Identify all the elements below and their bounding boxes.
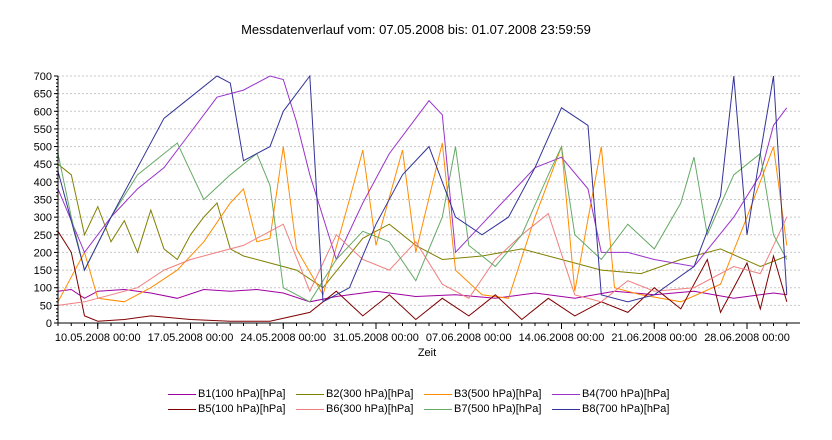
legend-item: B6(300 hPa)[hPa] bbox=[296, 403, 424, 415]
legend-item: B1(100 hPa)[hPa] bbox=[168, 388, 296, 400]
series-lines bbox=[57, 74, 788, 322]
legend-swatch bbox=[296, 408, 324, 410]
legend-swatch bbox=[552, 408, 580, 410]
y-tick-label: 650 bbox=[34, 89, 52, 101]
y-tick-label: 100 bbox=[34, 283, 52, 295]
y-tick-label: 150 bbox=[34, 265, 52, 277]
legend-swatch bbox=[424, 408, 452, 410]
legend-item: B2(300 hPa)[hPa] bbox=[296, 388, 424, 400]
legend-item: B3(500 hPa)[hPa] bbox=[424, 388, 552, 400]
x-tick-label: 24.05.2008 00:00 bbox=[240, 332, 326, 344]
y-tick-label: 300 bbox=[34, 212, 52, 224]
series-line bbox=[57, 74, 788, 303]
legend-label: B3(500 hPa)[hPa] bbox=[454, 388, 542, 400]
legend-label: B2(300 hPa)[hPa] bbox=[326, 388, 414, 400]
legend-swatch bbox=[424, 393, 452, 395]
legend-swatch bbox=[296, 393, 324, 395]
y-tick-label: 50 bbox=[40, 300, 52, 312]
legend-label: B6(300 hPa)[hPa] bbox=[326, 403, 414, 415]
legend-swatch bbox=[552, 393, 580, 395]
x-tick-label: 07.06.2008 00:00 bbox=[426, 332, 512, 344]
y-tick-label: 400 bbox=[34, 177, 52, 189]
legend-swatch bbox=[168, 393, 196, 395]
y-tick-label: 200 bbox=[34, 247, 52, 259]
x-tick-label: 10.05.2008 00:00 bbox=[55, 332, 141, 344]
legend-item: B7(500 hPa)[hPa] bbox=[424, 403, 552, 415]
x-tick-label: 21.06.2008 00:00 bbox=[611, 332, 697, 344]
series-line bbox=[57, 212, 788, 306]
legend: B1(100 hPa)[hPa] B2(300 hPa)[hPa] B3(500 h… bbox=[168, 388, 688, 415]
legend-item: B4(700 hPa)[hPa] bbox=[552, 388, 680, 400]
legend-label: B4(700 hPa)[hPa] bbox=[582, 388, 670, 400]
legend-label: B8(700 hPa)[hPa] bbox=[582, 403, 670, 415]
chart-title: Messdatenverlauf vom: 07.05.2008 bis: 01… bbox=[241, 22, 591, 37]
y-tick-label: 700 bbox=[34, 71, 52, 83]
series-line bbox=[57, 142, 788, 303]
legend-item: B5(100 hPa)[hPa] bbox=[168, 403, 296, 415]
legend-label: B1(100 hPa)[hPa] bbox=[198, 388, 286, 400]
legend-label: B7(500 hPa)[hPa] bbox=[454, 403, 542, 415]
y-tick-label: 0 bbox=[46, 318, 52, 330]
x-tick-label: 28.06.2008 00:00 bbox=[704, 332, 790, 344]
series-line bbox=[57, 288, 787, 303]
series-line bbox=[57, 142, 788, 303]
series-line bbox=[57, 75, 788, 268]
y-tick-label: 350 bbox=[34, 195, 52, 207]
x-tick-label: 31.05.2008 00:00 bbox=[333, 332, 419, 344]
y-tick-label: 450 bbox=[34, 159, 52, 171]
y-tick-label: 600 bbox=[34, 106, 52, 118]
y-tick-label: 500 bbox=[34, 142, 52, 154]
series-line bbox=[57, 163, 787, 289]
legend-swatch bbox=[168, 408, 196, 410]
x-tick-label: 17.05.2008 00:00 bbox=[148, 332, 234, 344]
x-axis-label: Zeit bbox=[418, 347, 436, 359]
legend-label: B5(100 hPa)[hPa] bbox=[198, 403, 286, 415]
series-line bbox=[57, 231, 788, 322]
grid-lines bbox=[58, 75, 800, 306]
y-tick-label: 250 bbox=[34, 230, 52, 242]
x-tick-label: 14.06.2008 00:00 bbox=[519, 332, 605, 344]
axes: 0 50 100 150 200 250 300 350 400 450 500 550 600 650 7… bbox=[34, 71, 800, 344]
legend-item: B8(700 hPa)[hPa] bbox=[552, 403, 680, 415]
y-tick-label: 550 bbox=[34, 124, 52, 136]
